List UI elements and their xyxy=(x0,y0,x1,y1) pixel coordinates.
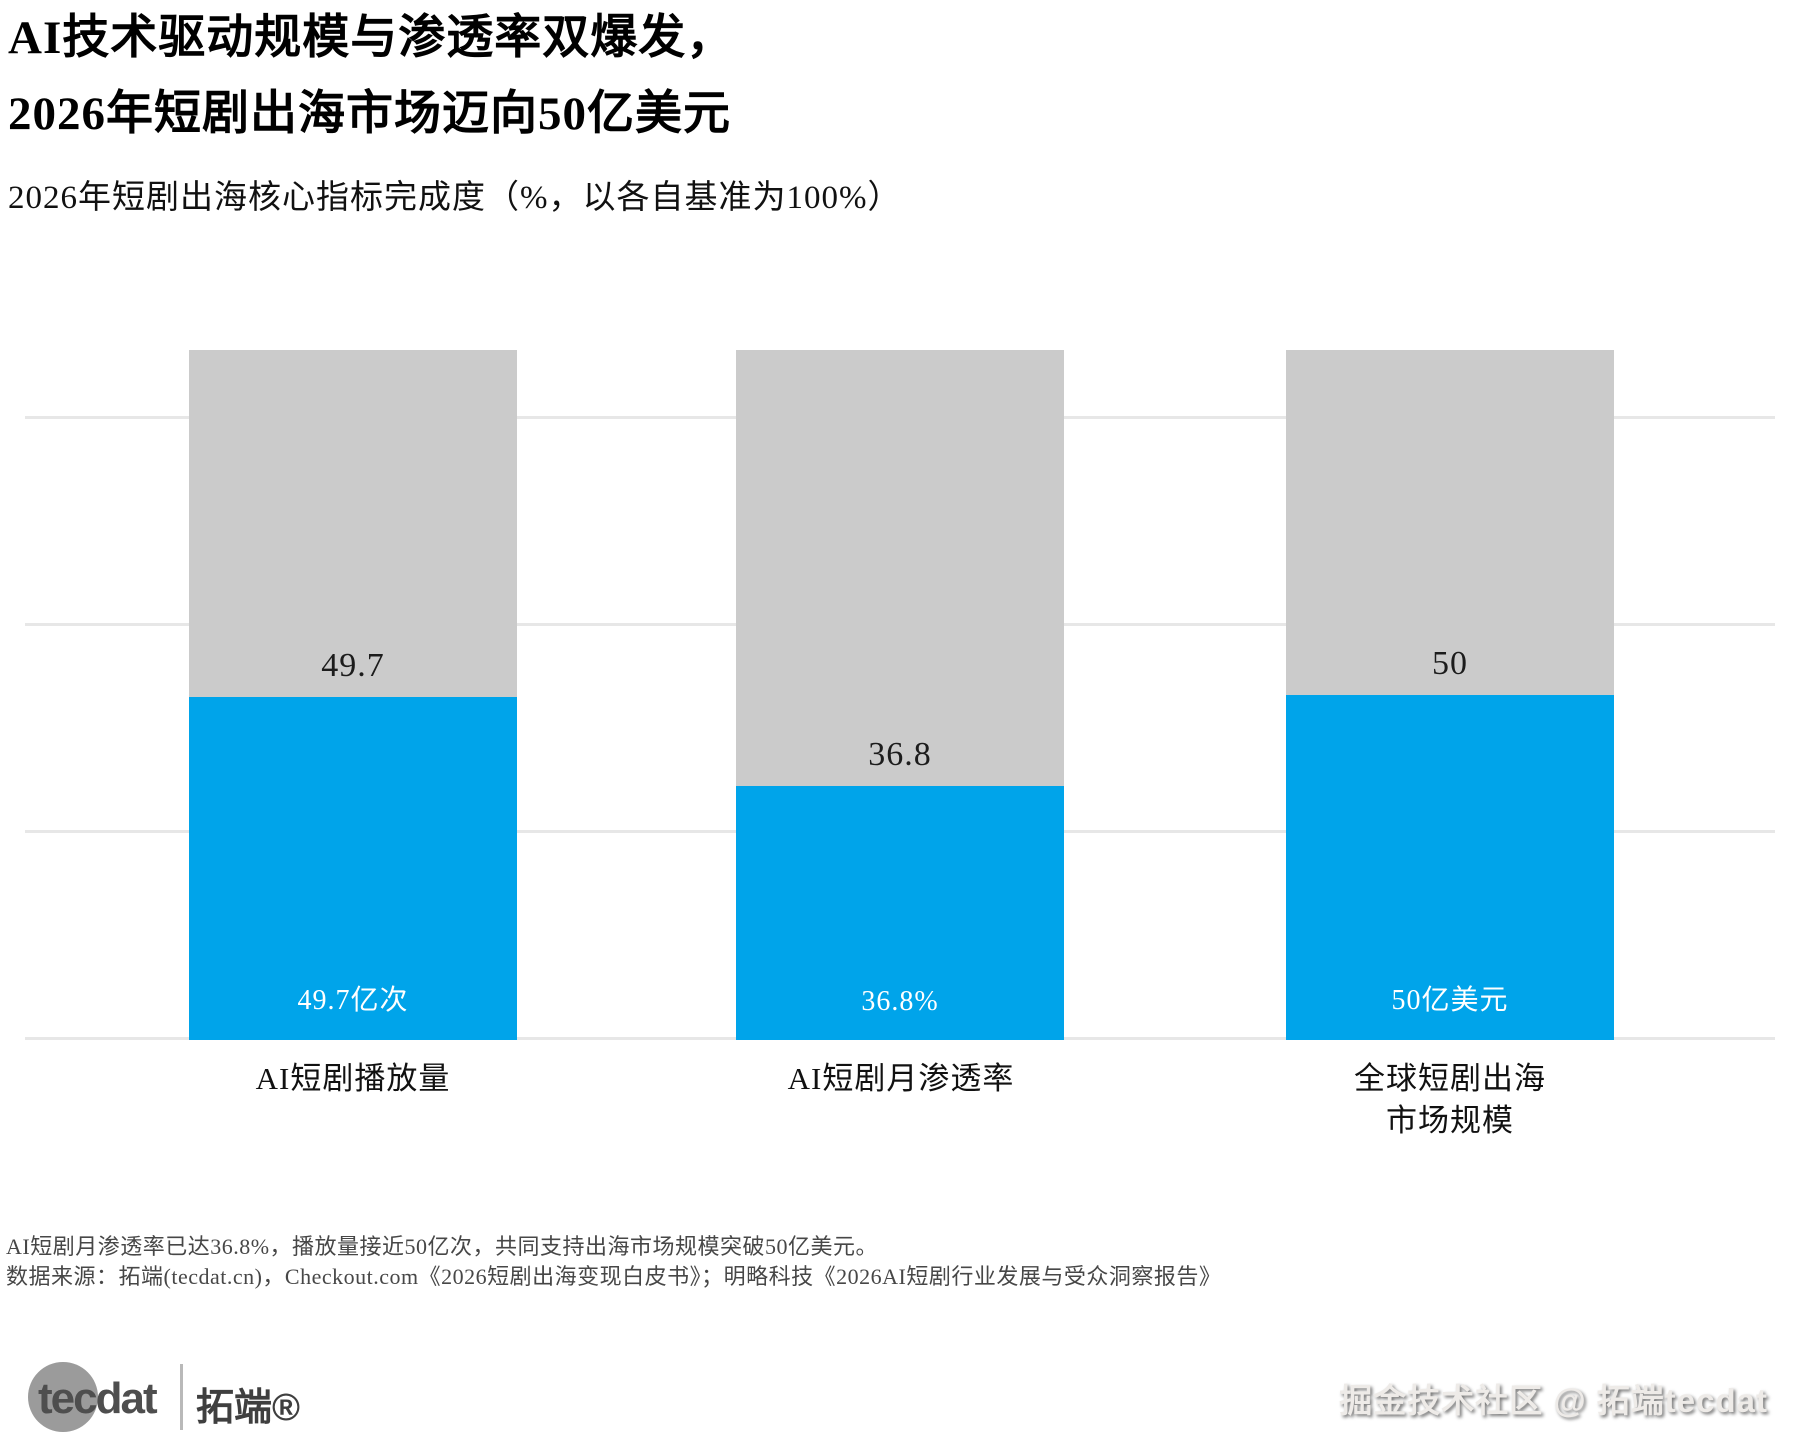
bar-group-playback-volume: 49.7 49.7亿次 xyxy=(189,350,517,1040)
bar-inner-label: 50亿美元 xyxy=(1391,985,1509,1016)
bar-value-label: 50 xyxy=(1432,645,1468,682)
page-title: AI技术驱动规模与渗透率双爆发， 2026年短剧出海市场迈向50亿美元 xyxy=(8,0,901,152)
community-watermark: 掘金技术社区 @ 拓端tecdat xyxy=(1339,1382,1768,1419)
title-line-1: AI技术驱动规模与渗透率双爆发， xyxy=(8,12,735,64)
bar-inner-label: 49.7亿次 xyxy=(297,985,409,1016)
bar-group-global-market-size: 50 50亿美元 xyxy=(1286,350,1614,1040)
x-axis-label-text: AI短剧播放量 xyxy=(255,1061,451,1096)
x-axis-label-playback-volume: AI短剧播放量 xyxy=(133,1058,573,1100)
x-axis-label-text-line1: 全球短剧出海 xyxy=(1354,1061,1546,1096)
x-axis-label-text: AI短剧月渗透率 xyxy=(787,1061,1015,1096)
logo-latin-text: tecdat xyxy=(38,1374,158,1423)
logo-circle-icon xyxy=(28,1362,98,1432)
data-source-note: 数据来源：拓端(tecdat.cn)，Checkout.com《2026短剧出海… xyxy=(6,1264,1222,1289)
bar-chart-plot-area: 49.7 49.7亿次 36.8 36.8% 50 50亿美元 xyxy=(25,350,1775,1040)
logo-divider xyxy=(180,1364,183,1430)
bar-value-label: 49.7 xyxy=(321,647,385,684)
x-axis-label-monthly-penetration: AI短剧月渗透率 xyxy=(681,1058,1121,1100)
summary-note: AI短剧月渗透率已达36.8%，播放量接近50亿次，共同支持出海市场规模突破50… xyxy=(6,1234,879,1259)
x-axis-label-text-line2: 市场规模 xyxy=(1386,1103,1514,1138)
bar-inner-label: 36.8% xyxy=(861,986,939,1017)
logo-chinese-text: 拓端® xyxy=(196,1387,300,1429)
chart-footnotes: AI短剧月渗透率已达36.8%，播放量接近50亿次，共同支持出海市场规模突破50… xyxy=(6,1232,1221,1292)
bar-fill xyxy=(189,697,517,1040)
bar-fill xyxy=(736,786,1064,1040)
x-axis-label-global-market-size: 全球短剧出海 市场规模 xyxy=(1230,1058,1670,1142)
bar-fill xyxy=(1286,695,1614,1040)
title-line-2: 2026年短剧出海市场迈向50亿美元 xyxy=(8,88,731,140)
chart-header: AI技术驱动规模与渗透率双爆发， 2026年短剧出海市场迈向50亿美元 2026… xyxy=(8,0,901,218)
bar-group-monthly-penetration: 36.8 36.8% xyxy=(736,350,1064,1040)
bar-value-label: 36.8 xyxy=(868,736,932,773)
chart-subtitle: 2026年短剧出海核心指标完成度（%，以各自基准为100%） xyxy=(8,180,902,216)
